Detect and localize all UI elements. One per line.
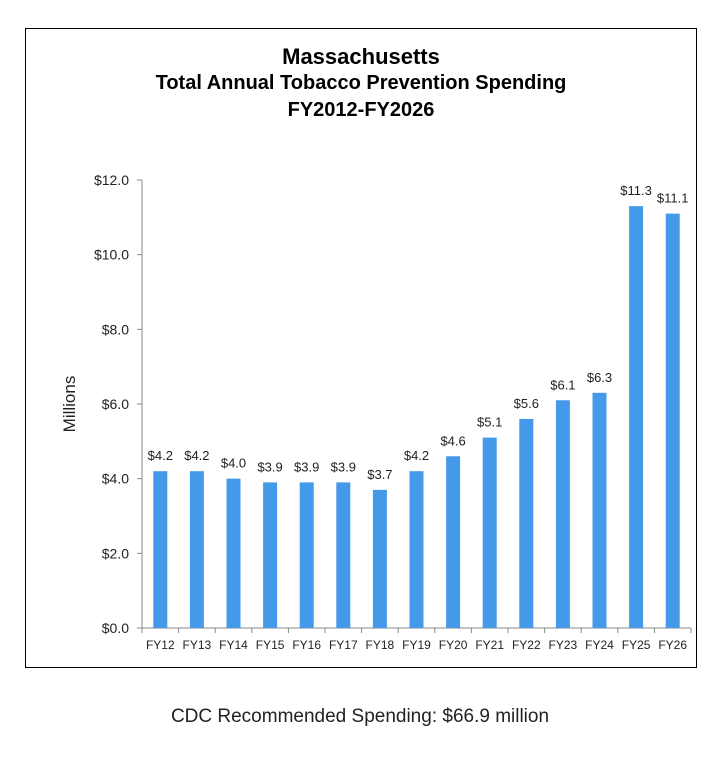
cdc-recommended-note: CDC Recommended Spending: $66.9 million [170, 706, 550, 727]
y-tick-label: $6.0 [102, 396, 129, 412]
chart-title: Massachusetts [282, 44, 440, 69]
y-tick-label: $12.0 [94, 172, 129, 188]
x-tick-label-fy19: FY19 [402, 638, 431, 652]
chart-frame: Massachusetts Total Annual Tobacco Preve… [25, 28, 697, 668]
bar-chart: $0.0 $2.0 $4.0 $6.0 $8.0 $10.0 $12.0 Millions $4… [60, 172, 692, 652]
x-tick-label-fy22: FY22 [512, 638, 541, 652]
bar-fy15 [263, 482, 278, 628]
data-label-fy15: $3.9 [257, 459, 282, 474]
x-tick-label-fy26: FY26 [658, 638, 687, 652]
x-tick-label-fy20: FY20 [439, 638, 468, 652]
bar-fy19 [409, 471, 424, 628]
x-tick-label-fy13: FY13 [183, 638, 212, 652]
bar-fy14 [226, 478, 241, 628]
data-label-fy16: $3.9 [294, 459, 319, 474]
bar-fy12 [153, 471, 168, 628]
data-label-fy18: $3.7 [367, 467, 392, 482]
x-tick-label-fy25: FY25 [622, 638, 651, 652]
bar-fy13 [189, 471, 204, 628]
x-tick-label-fy15: FY15 [256, 638, 285, 652]
chart-subtitle-line-1: Total Annual Tobacco Prevention Spending [155, 72, 567, 94]
bar-fy26 [665, 213, 680, 628]
bar-fy18 [372, 489, 387, 628]
data-label-fy17: $3.9 [331, 459, 356, 474]
y-tick-label: $8.0 [102, 321, 129, 337]
bar-fy25 [629, 206, 644, 628]
y-tick-label: $0.0 [102, 620, 129, 636]
data-label-fy13: $4.2 [184, 448, 209, 463]
bar-fy20 [446, 456, 461, 628]
x-tick-label-fy17: FY17 [329, 638, 358, 652]
y-axis-title: Millions [60, 376, 79, 433]
y-tick-label: $4.0 [102, 471, 129, 487]
data-label-fy14: $4.0 [221, 456, 246, 471]
data-label-fy19: $4.2 [404, 448, 429, 463]
bar-fy21 [482, 437, 497, 628]
bar-fy17 [336, 482, 351, 628]
data-label-fy22: $5.6 [514, 396, 539, 411]
data-label-fy25: $11.3 [620, 183, 652, 198]
bar-fy23 [555, 400, 570, 628]
data-label-fy21: $5.1 [477, 415, 502, 430]
x-tick-label-fy21: FY21 [475, 638, 504, 652]
chart-subtitle-line-2: FY2012-FY2026 [287, 99, 435, 121]
x-tick-label-fy18: FY18 [366, 638, 395, 652]
chart-title-block: Massachusetts Total Annual Tobacco Preve… [26, 43, 696, 124]
y-tick-label: $10.0 [94, 247, 129, 263]
data-label-fy23: $6.1 [550, 377, 575, 392]
data-label-fy20: $4.6 [440, 433, 465, 448]
x-tick-label-fy16: FY16 [292, 638, 321, 652]
x-tick-label-fy12: FY12 [146, 638, 175, 652]
y-tick-label: $2.0 [102, 545, 129, 561]
data-label-fy24: $6.3 [587, 370, 612, 385]
bar-fy22 [519, 418, 534, 628]
data-label-fy26: $11.1 [657, 191, 689, 206]
data-label-fy12: $4.2 [148, 448, 173, 463]
x-tick-label-fy23: FY23 [549, 638, 578, 652]
x-tick-label-fy14: FY14 [219, 638, 248, 652]
x-tick-label-fy24: FY24 [585, 638, 614, 652]
bar-fy24 [592, 392, 607, 628]
bar-fy16 [299, 482, 314, 628]
